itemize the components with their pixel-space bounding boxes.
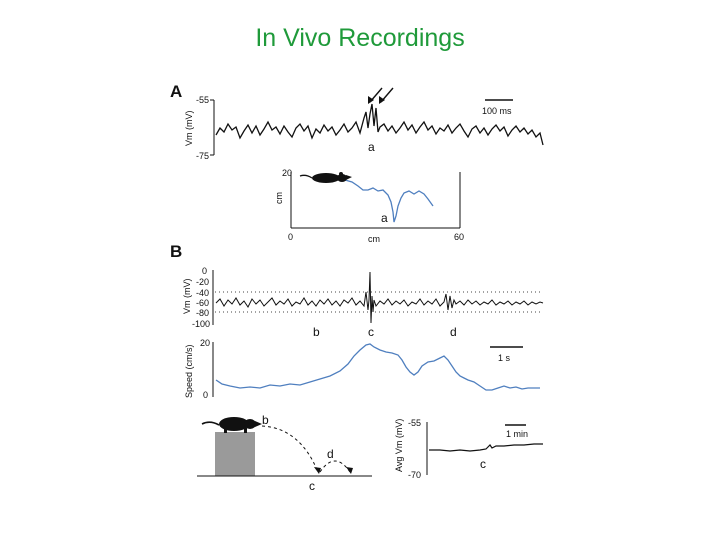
- speed-ytick-top: 20: [200, 338, 210, 348]
- position-ylabel: cm: [274, 192, 284, 204]
- panel-a-event-a: a: [368, 140, 375, 154]
- bounce-trajectory: [319, 460, 351, 473]
- panel-b-ytick-2: -40: [196, 288, 209, 298]
- avg-scalebar-label: 1 min: [506, 429, 528, 439]
- jump-trajectory: [261, 425, 319, 473]
- panel-b-ytick-4: -80: [196, 308, 209, 318]
- speed-trace: [215, 343, 540, 391]
- panel-a-scalebar-label: 100 ms: [482, 106, 512, 116]
- arrow-1-head: [368, 96, 374, 104]
- speed-ylabel: Speed (cm/s): [184, 344, 194, 398]
- position-xtick-left: 0: [288, 232, 293, 242]
- position-xlabel: cm: [368, 234, 380, 244]
- panel-a-ytick-top: -55: [196, 95, 209, 105]
- slide-title: In Vivo Recordings: [255, 24, 465, 52]
- platform-box: [215, 432, 255, 476]
- panel-a-vm-trace: [215, 103, 544, 146]
- arrow-2-head: [379, 96, 385, 104]
- avg-ytick-top: -55: [408, 418, 421, 428]
- schematic-event-b: b: [262, 413, 269, 427]
- panel-b-ytick-5: -100: [192, 319, 210, 329]
- panel-b-ytick-3: -60: [196, 298, 209, 308]
- panel-a-ytick-bottom: -75: [196, 151, 209, 161]
- position-ytick-top: 20: [282, 168, 292, 178]
- trace-event-c: c: [368, 325, 374, 339]
- position-path: [344, 179, 434, 223]
- panel-b-label: B: [170, 242, 182, 261]
- avg-ylabel: Avg Vm (mV): [394, 419, 404, 472]
- panel-a-label: A: [170, 82, 182, 101]
- panel-b-vm-trace: [215, 271, 544, 324]
- speed-ytick-bottom: 0: [203, 390, 208, 400]
- panel-b-ytick-1: -20: [196, 277, 209, 287]
- panel-a-vm-ylabel: Vm (mV): [184, 111, 194, 147]
- avg-trace: [429, 443, 543, 452]
- schematic-event-c: c: [309, 479, 315, 493]
- avg-event-c: c: [480, 457, 486, 471]
- bounce-arrowhead: [346, 467, 353, 474]
- jump-arrowhead: [314, 467, 321, 474]
- trace-event-d: d: [450, 325, 457, 339]
- panel-b-ytick-0: 0: [202, 266, 207, 276]
- avg-ytick-bottom: -70: [408, 470, 421, 480]
- trace-event-b: b: [313, 325, 320, 339]
- speed-scalebar-label: 1 s: [498, 353, 511, 363]
- rat-on-platform-icon: [201, 417, 262, 433]
- rat-icon: [299, 172, 352, 183]
- position-event-a: a: [381, 211, 388, 225]
- schematic-event-d: d: [327, 447, 334, 461]
- position-xtick-right: 60: [454, 232, 464, 242]
- panel-b-vm-ylabel: Vm (mV): [182, 279, 192, 315]
